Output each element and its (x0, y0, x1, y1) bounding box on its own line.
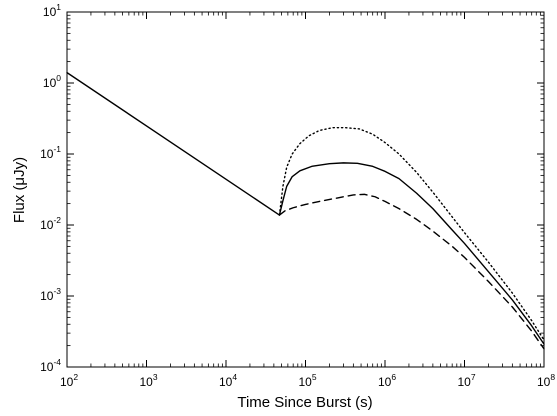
y-tick-label: 10-2 (40, 215, 61, 232)
axis-tick-labels: 102 103 104 105 106 107 108 10-4 10-3 10-2 10-1 100… (40, 2, 555, 389)
y-tick-label: 10-1 (40, 144, 61, 161)
plot-frame (66, 11, 545, 368)
x-tick-label: 107 (457, 372, 475, 389)
x-tick-label: 102 (60, 372, 78, 389)
y-tick-label: 10-4 (40, 357, 61, 374)
x-tick-label: 108 (537, 372, 555, 389)
x-tick-label: 106 (378, 372, 396, 389)
data-series (66, 71, 545, 350)
x-tick-label: 104 (219, 372, 237, 389)
x-axis-title: Time Since Burst (s) (237, 394, 372, 411)
y-tick-label: 101 (43, 2, 61, 19)
y-tick-label: 10-3 (40, 286, 61, 303)
y-axis-title: Flux (μJy) (11, 157, 28, 223)
series-line-dotted (278, 126, 545, 341)
axis-ticks (66, 11, 545, 368)
series-line-solid (66, 71, 545, 345)
y-tick-label: 100 (43, 73, 61, 90)
x-tick-label: 105 (298, 372, 316, 389)
x-tick-label: 103 (139, 372, 157, 389)
series-line-dashed (278, 193, 545, 350)
